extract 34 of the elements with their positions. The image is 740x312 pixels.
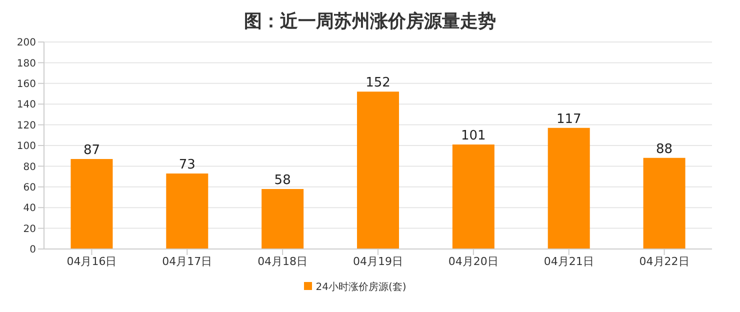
y-tick-label: 40	[23, 203, 36, 214]
y-tick-label: 60	[23, 182, 36, 194]
x-tick-label: 04月18日	[258, 254, 308, 268]
x-tick-label: 04月22日	[639, 254, 690, 268]
bar	[166, 173, 208, 249]
bar	[643, 158, 686, 249]
data-label: 87	[83, 142, 100, 158]
data-label: 88	[656, 142, 673, 157]
x-tick-label: 04月17日	[162, 254, 212, 268]
bar	[357, 92, 400, 249]
y-tick-label: 200	[16, 38, 36, 49]
x-tick-label: 04月21日	[544, 254, 594, 268]
data-label: 117	[556, 112, 582, 127]
y-tick-label: 80	[23, 162, 36, 173]
y-tick-label: 180	[16, 58, 36, 70]
y-tick-label: 140	[16, 100, 36, 111]
y-tick-label: 120	[16, 120, 36, 132]
legend-label: 24小时涨价房源(套)	[316, 282, 406, 293]
y-tick-label: 100	[16, 141, 36, 152]
data-label: 101	[461, 128, 486, 144]
chart-title: 图：近一周苏州涨价房源量走势	[243, 10, 497, 34]
y-tick-label: 0	[30, 244, 36, 256]
x-tick-label: 04月19日	[353, 254, 403, 268]
data-label: 73	[178, 157, 196, 172]
bar	[452, 144, 494, 249]
x-tick-label: 04月16日	[66, 254, 117, 268]
y-tick-label: 160	[16, 78, 36, 90]
data-label: 152	[366, 76, 390, 91]
y-tick-label: 20	[23, 224, 36, 235]
data-label: 58	[274, 172, 291, 188]
bar	[262, 188, 304, 249]
bar	[70, 158, 113, 249]
x-tick-label: 04月20日	[448, 254, 498, 268]
bar	[548, 128, 590, 249]
